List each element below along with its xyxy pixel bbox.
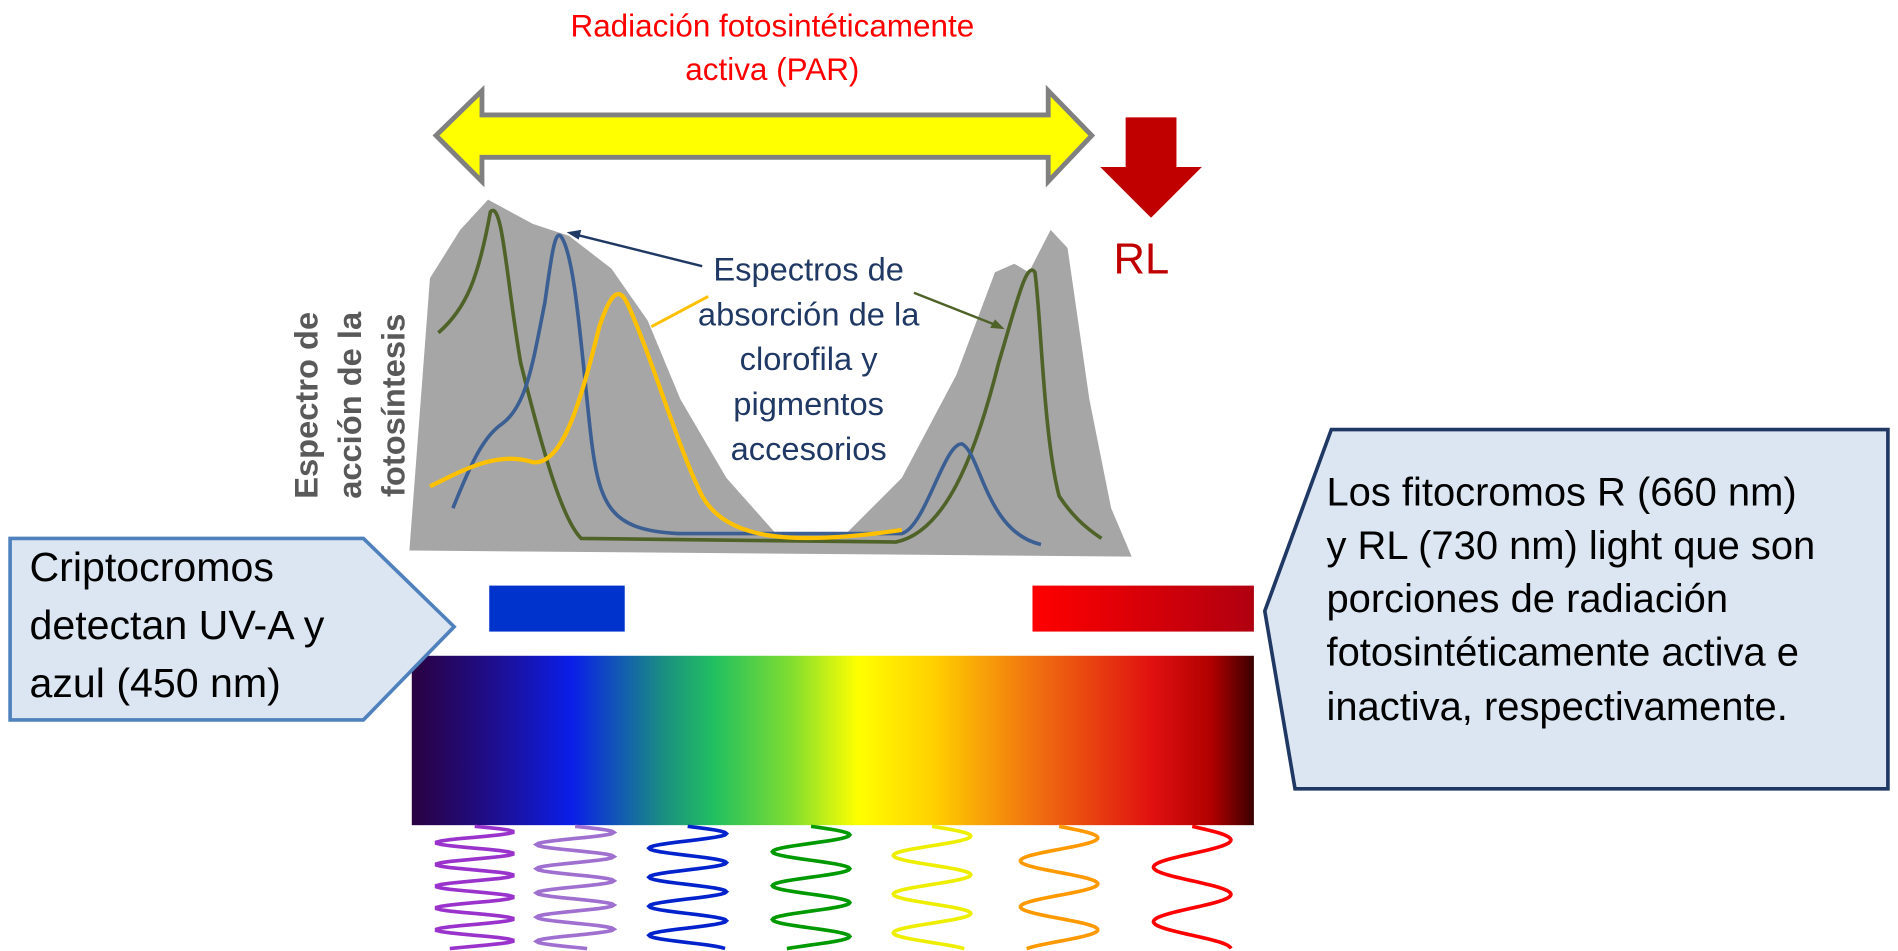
phytochrome-callout: y RL (730 nm) light que son <box>1326 524 1815 568</box>
absorption-label: accesorios <box>731 430 887 467</box>
action-spectrum-label: Espectro de <box>287 312 324 499</box>
cryptochrome-callout: azul (450 nm) <box>29 660 280 706</box>
absorption-label: clorofila y <box>740 340 879 377</box>
red-band <box>1032 586 1253 632</box>
par-label: Radiación fotosintéticamente <box>571 8 975 43</box>
light-wave <box>437 826 513 948</box>
phytochrome-callout: inactiva, respectivamente. <box>1326 685 1787 729</box>
par-arrow <box>436 91 1092 182</box>
light-wave <box>893 826 970 948</box>
light-wave <box>772 826 849 948</box>
absorption-label: absorción de la <box>698 295 920 332</box>
blue-band <box>489 586 625 632</box>
light-wave <box>649 826 726 948</box>
cryptochrome-callout: Criptocromos <box>29 544 274 590</box>
phytochrome-callout: porciones de radiación <box>1326 577 1728 621</box>
absorption-label: pigmentos <box>733 385 884 422</box>
rl-arrow <box>1100 117 1202 217</box>
light-wave <box>1153 826 1230 948</box>
action-spectrum-label: fotosíntesis <box>375 314 412 497</box>
light-wave <box>536 826 613 948</box>
rl-label: RL <box>1114 235 1170 283</box>
cryptochrome-callout: detectan UV-A y <box>29 602 324 648</box>
phytochrome-callout: fotosintéticamente activa e <box>1326 630 1798 674</box>
diagram: Radiación fotosintéticamente activa (PAR… <box>0 0 1898 951</box>
waves <box>437 826 1231 948</box>
phytochrome-callout: Los fitocromos R (660 nm) <box>1326 471 1796 515</box>
action-spectrum-label: acción de la <box>331 311 368 499</box>
page: Radiación fotosintéticamente activa (PAR… <box>0 0 1898 951</box>
absorption-label: Espectros de <box>713 251 904 288</box>
par-label: activa (PAR) <box>685 52 859 87</box>
light-wave <box>1021 826 1098 948</box>
spectrum-bar <box>412 656 1254 825</box>
